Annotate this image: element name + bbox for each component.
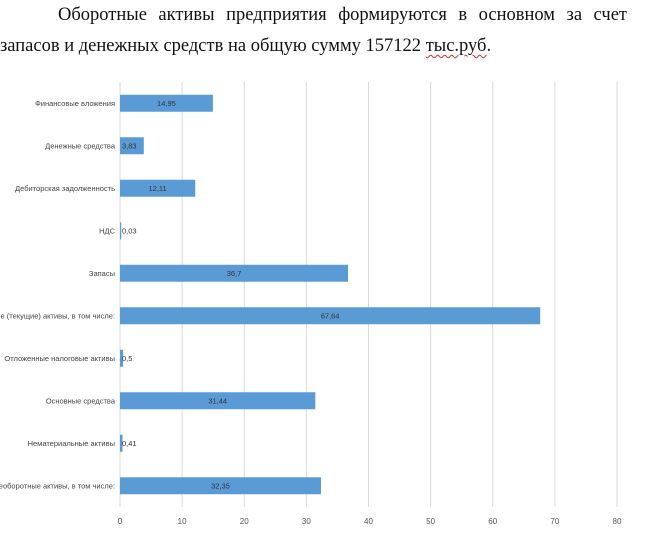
category-label: Дебиторская задолженность xyxy=(15,184,115,193)
x-tick-label: 60 xyxy=(488,517,497,526)
category-label: Финансовые вложения xyxy=(35,99,115,108)
category-label: Нематериальные активы xyxy=(28,439,115,448)
bar xyxy=(120,392,316,410)
data-label: 36,7 xyxy=(227,269,242,278)
x-tick-label: 10 xyxy=(178,517,187,526)
bar xyxy=(120,477,321,495)
spellcheck-underlined-word: тыс.руб xyxy=(425,36,487,56)
bar xyxy=(120,137,144,155)
intro-line-2: запасов и денежных средств на общую сумм… xyxy=(0,31,491,61)
bar xyxy=(120,264,348,282)
x-tick-label: 70 xyxy=(550,517,559,526)
data-label: 14,95 xyxy=(157,99,176,108)
data-label: 0,5 xyxy=(122,354,132,363)
data-label: 12,11 xyxy=(149,184,167,193)
bar xyxy=(120,349,124,367)
bar xyxy=(120,307,541,325)
bar xyxy=(120,434,123,452)
bar xyxy=(120,179,196,197)
x-tick-label: 80 xyxy=(613,517,622,526)
category-label: Запасы xyxy=(89,269,115,278)
category-label: Отложенные налоговые активы xyxy=(4,354,115,363)
category-label: Денежные средства xyxy=(45,141,116,150)
category-label: Оборотные (текущие) активы, в том числе: xyxy=(0,311,115,320)
x-tick-label: 0 xyxy=(118,517,123,526)
bar xyxy=(120,222,122,240)
data-label: 3,83 xyxy=(122,141,137,150)
data-label: 67,64 xyxy=(321,311,340,320)
bar xyxy=(120,94,213,112)
x-tick-label: 30 xyxy=(302,517,311,526)
data-label: 0,41 xyxy=(122,439,137,448)
bar-chart: 0 10 20 30 40 50 60 70 80 Финансовые вложения 14,9… xyxy=(0,82,622,526)
category-label: Внеоборотные активы, в том числе: xyxy=(0,481,115,490)
intro-line-1: Оборотные активы предприятия формируются… xyxy=(58,5,627,25)
x-tick-label: 40 xyxy=(364,517,373,526)
data-label: 32,35 xyxy=(211,481,230,490)
data-label: 31,44 xyxy=(208,396,227,405)
intro-line-2-end: . xyxy=(486,36,492,56)
data-label: 0,03 xyxy=(122,226,137,235)
x-tick-label: 20 xyxy=(240,517,249,526)
category-label: НДС xyxy=(99,226,115,235)
intro-line-2-text: запасов и денежных средств на общую сумм… xyxy=(0,36,426,56)
x-tick-label: 50 xyxy=(426,517,435,526)
category-label: Основные средства xyxy=(46,396,116,405)
